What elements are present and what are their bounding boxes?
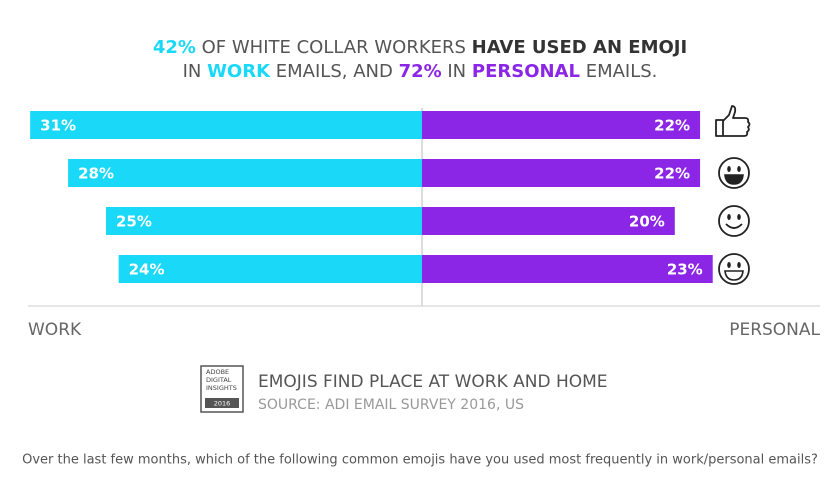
emoji-icon xyxy=(718,157,750,189)
title-line: 42% OF WHITE COLLAR WORKERS HAVE USED AN… xyxy=(153,37,687,58)
badge-text: ADOBE xyxy=(206,368,229,376)
emoji-icon xyxy=(718,253,750,285)
emoji-icon xyxy=(715,105,751,137)
title-segment: IN xyxy=(442,61,472,82)
eye xyxy=(737,214,741,220)
bar xyxy=(422,207,675,235)
badge-text: DIGITAL xyxy=(206,376,232,384)
title-segment: 42% xyxy=(153,37,196,58)
title-segment: OF WHITE COLLAR WORKERS xyxy=(196,37,472,58)
bar xyxy=(68,159,422,187)
eye xyxy=(737,262,741,268)
badge: ADOBE DIGITAL INSIGHTS 2016 xyxy=(200,365,244,413)
title-segment: WORK xyxy=(207,61,271,82)
bar xyxy=(422,159,701,187)
side-label: PERSONAL xyxy=(729,320,820,340)
title-segment: PERSONAL xyxy=(472,61,580,82)
bar xyxy=(422,111,701,139)
eye xyxy=(727,166,731,172)
title-segment: IN xyxy=(183,61,208,82)
title-line: IN WORK EMAILS, AND 72% IN PERSONAL EMAI… xyxy=(183,61,658,82)
value-label: 22% xyxy=(654,117,690,135)
value-label: 25% xyxy=(116,213,152,231)
title-segment: HAVE USED AN EMOJI xyxy=(472,37,688,58)
mouth xyxy=(725,223,743,229)
bar xyxy=(118,255,422,283)
side-label: WORK xyxy=(28,320,82,340)
emoji-icon xyxy=(718,205,750,237)
badge-text: 2016 xyxy=(214,400,231,408)
thumb-icon xyxy=(715,105,751,137)
eye xyxy=(727,214,731,220)
title-segment: EMAILS. xyxy=(580,61,657,82)
mouth xyxy=(724,174,744,185)
title-segment: EMAILS, AND xyxy=(270,61,399,82)
value-label: 28% xyxy=(78,165,114,183)
value-label: 31% xyxy=(40,117,76,135)
bar xyxy=(422,255,713,283)
eye xyxy=(737,166,741,172)
badge-text: INSIGHTS xyxy=(206,384,237,392)
face xyxy=(718,253,750,285)
bar xyxy=(30,111,422,139)
face xyxy=(718,157,750,189)
face xyxy=(718,205,750,237)
value-label: 22% xyxy=(654,165,690,183)
mouth xyxy=(724,270,744,281)
headline: EMOJIS FIND PLACE AT WORK AND HOME xyxy=(258,372,608,392)
value-label: 24% xyxy=(129,261,165,279)
value-label: 23% xyxy=(667,261,703,279)
source: SOURCE: ADI EMAIL SURVEY 2016, US xyxy=(258,397,524,413)
value-label: 20% xyxy=(629,213,665,231)
question: Over the last few months, which of the f… xyxy=(22,453,818,468)
badge-year-bg xyxy=(205,398,239,408)
title-segment: 72% xyxy=(399,61,442,82)
bar xyxy=(106,207,422,235)
eye xyxy=(727,262,731,268)
